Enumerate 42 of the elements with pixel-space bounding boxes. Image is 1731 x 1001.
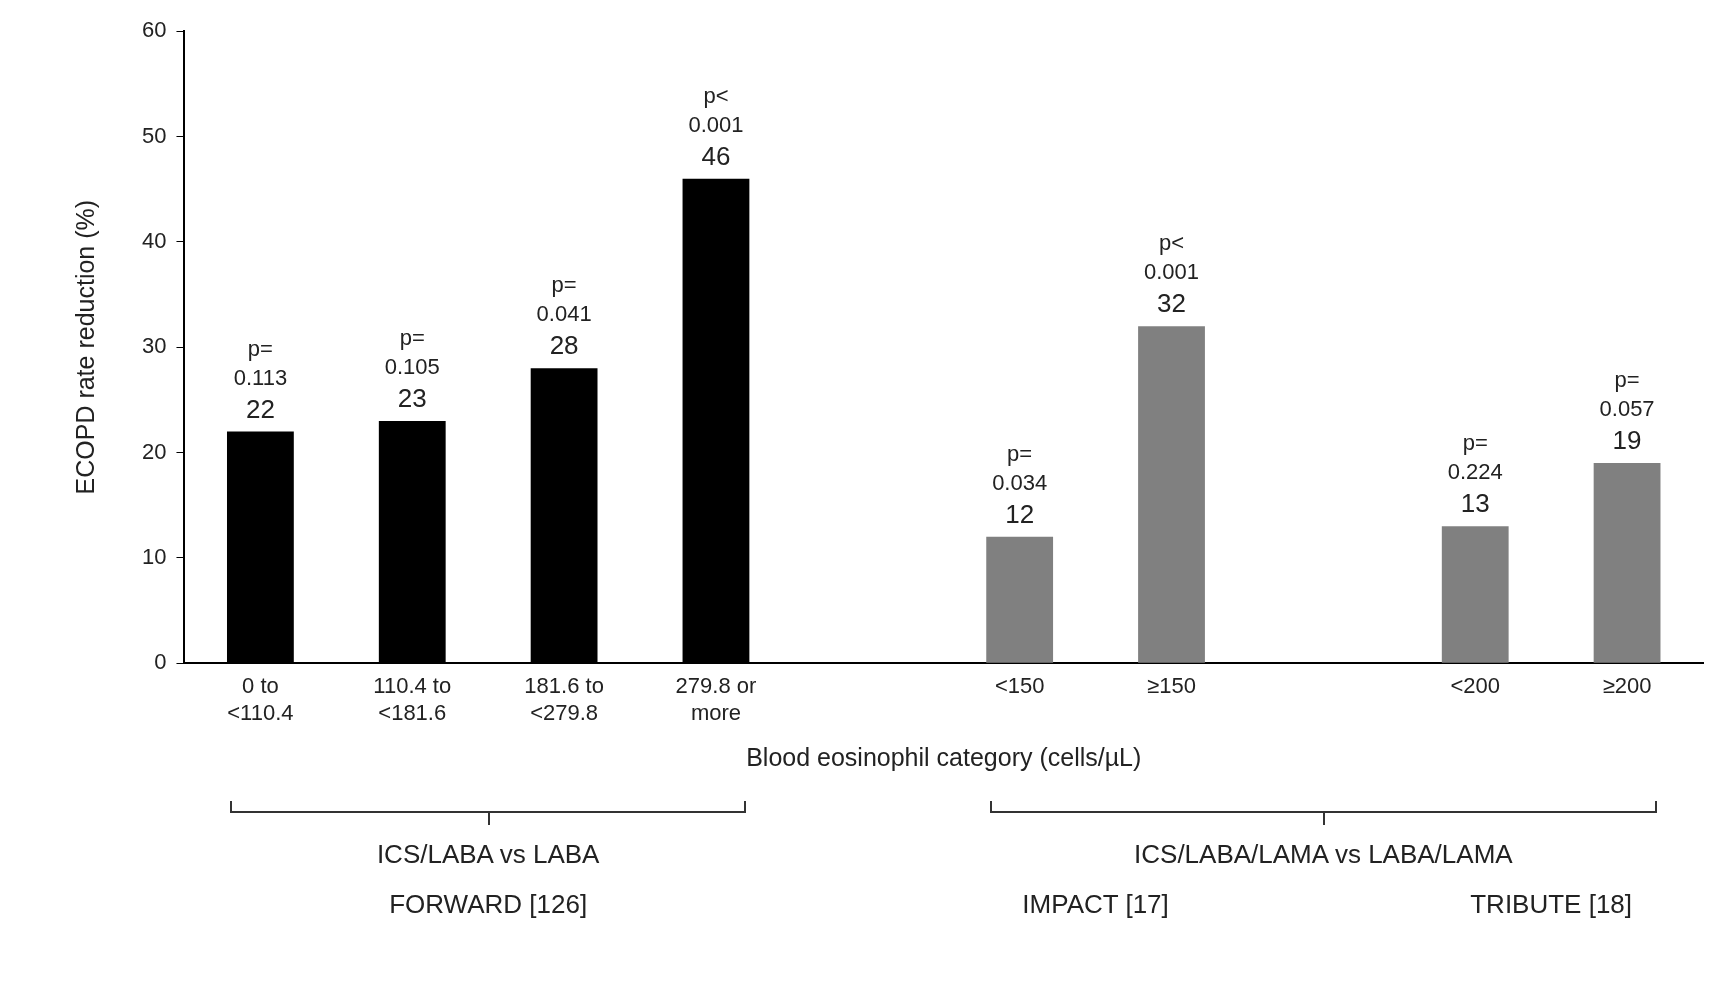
text: ICS/LABA vs LABA [375,839,601,871]
text: IMPACT [17] [1021,889,1170,921]
text: FORWARD [126] [388,889,589,921]
x-tick-label: <200 [1450,673,1500,699]
bar [1138,326,1205,663]
data-label: 12 [1005,498,1035,529]
bar [1441,526,1509,663]
data-label: 23 [397,383,427,414]
y-tick-label: 0 [154,649,167,675]
data-label: 22 [245,393,275,424]
y-tick-label: 50 [141,122,167,148]
data-label: 28 [549,330,579,361]
bar [986,536,1054,663]
annotation: p= 0.113 [233,335,288,390]
y-tick-label: 20 [141,438,167,464]
x-axis-title: Blood eosinophil category (cells/µL) [746,742,1142,771]
annotation: p< 0.001 [688,82,744,137]
annotation: p= 0.105 [384,325,440,379]
y-tick-label: 60 [141,17,167,43]
annotation: p= 0.224 [1447,430,1503,485]
text: ICS/LABA/LAMA vs LABA/LAMA [1133,839,1514,871]
y-tick-label: 30 [141,333,167,359]
y-axis-title: ECOPD rate reduction (%) [70,199,99,495]
x-tick-label: 181.6 to <279.8 [524,673,604,725]
data-label: 46 [701,140,731,171]
x-tick-label: <150 [994,673,1045,699]
bar [1593,463,1661,663]
annotation: p= 0.034 [992,440,1048,495]
x-tick-label: 279.8 or more [675,673,757,725]
annotation: p< 0.001 [1143,230,1200,285]
text: TRIBUTE [18] [1469,889,1634,921]
x-tick-label: ≥200 [1602,673,1652,699]
data-label: 13 [1460,488,1490,519]
x-tick-label: ≥150 [1147,673,1196,699]
annotation: p= 0.057 [1599,367,1655,422]
x-tick-label: 0 to <110.4 [227,673,294,725]
annotation: p= 0.041 [536,272,592,327]
x-tick-label: 110.4 to <181.6 [373,673,452,725]
data-label: 32 [1157,288,1186,319]
y-tick-label: 40 [141,227,167,253]
y-tick-label: 10 [141,543,167,569]
data-label: 19 [1612,425,1642,456]
